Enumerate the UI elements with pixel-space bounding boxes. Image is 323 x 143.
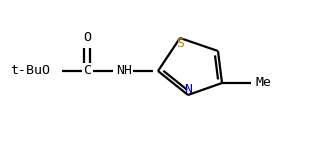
Text: C: C	[83, 64, 91, 78]
Text: S: S	[176, 37, 184, 50]
Text: Me: Me	[256, 77, 272, 90]
Text: N: N	[184, 83, 192, 96]
Text: O: O	[83, 31, 91, 44]
Text: NH: NH	[116, 64, 132, 78]
Text: t-BuO: t-BuO	[10, 64, 50, 78]
